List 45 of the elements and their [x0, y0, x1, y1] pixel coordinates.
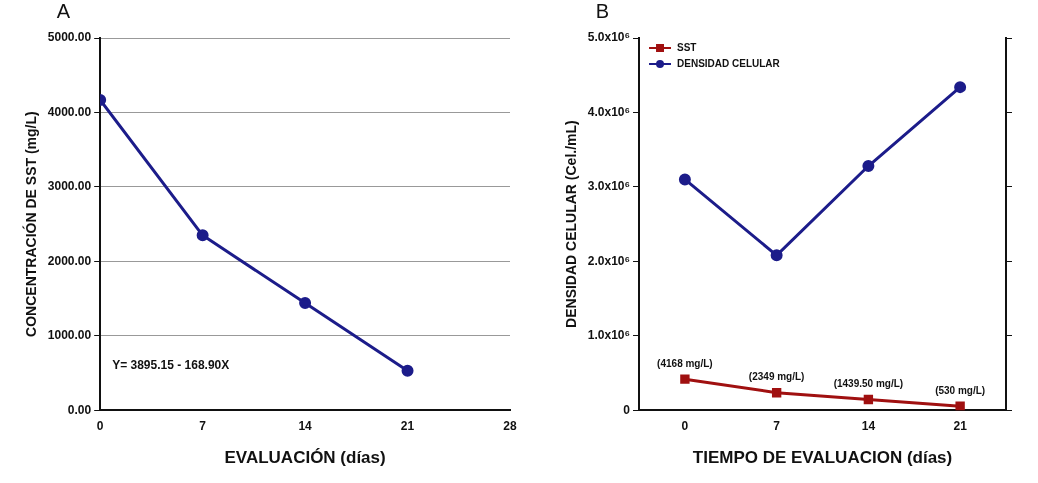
- y-tick-label: 2000.00: [47, 253, 92, 268]
- x-tick-label: 0: [96, 418, 104, 433]
- data-label: (530 mg/L): [935, 385, 986, 396]
- legend-label: DENSIDAD CELULAR: [677, 57, 781, 69]
- data-label: (4168 mg/L): [657, 357, 713, 369]
- x-tick-label: 0: [681, 418, 689, 433]
- data-label: (1439.50 mg/L): [833, 378, 904, 390]
- point: [299, 297, 312, 310]
- chart-title: B: [595, 0, 610, 22]
- point: [196, 229, 209, 242]
- x-tick-label: 28: [503, 418, 517, 433]
- data-label: (2349 mg/L): [748, 371, 805, 383]
- point: [862, 160, 875, 173]
- x-tick-label: 7: [773, 418, 781, 433]
- annotation: Y= 3895.15 - 168.90X: [112, 357, 230, 372]
- y-tick-label: 1000.00: [47, 328, 92, 343]
- point: [680, 374, 690, 384]
- y-tick-label: 3000.00: [47, 179, 92, 194]
- y-axis-title: DENSIDAD CELULAR (Cel./mL): [563, 120, 580, 328]
- point: [770, 249, 783, 262]
- y-tick-label: 5000.00: [47, 30, 92, 45]
- y-tick-label: 2.0x10⁶: [587, 253, 631, 268]
- point: [955, 401, 965, 411]
- point: [401, 364, 414, 377]
- y-tick-label: 0.00: [67, 402, 92, 417]
- point: [771, 388, 782, 398]
- x-axis-title: EVALUACIÓN (días): [224, 448, 386, 468]
- x-axis-title: TIEMPO DE EVALUACION (días): [692, 448, 953, 468]
- chart-title: A: [56, 0, 71, 22]
- y-tick-label: 0: [623, 402, 631, 417]
- x-tick-label: 21: [400, 418, 415, 433]
- point: [954, 81, 967, 94]
- y-tick-label: 3.0x10⁶: [587, 179, 631, 194]
- y-tick-label: 4.0x10⁶: [587, 104, 631, 119]
- y-tick-label: 1.0x10⁶: [587, 328, 631, 343]
- y-tick-label: 5.0x10⁶: [587, 30, 631, 45]
- point: [678, 173, 691, 186]
- x-tick-label: 14: [298, 418, 313, 433]
- y-axis-title: CONCENTRACIÓN DE SST (mg/L): [22, 111, 40, 337]
- legend-label: SST: [677, 41, 697, 53]
- x-tick-label: 14: [861, 418, 876, 433]
- point: [863, 394, 874, 405]
- x-tick-label: 21: [953, 418, 968, 433]
- x-tick-label: 7: [199, 418, 207, 433]
- y-tick-label: 4000.00: [47, 104, 92, 119]
